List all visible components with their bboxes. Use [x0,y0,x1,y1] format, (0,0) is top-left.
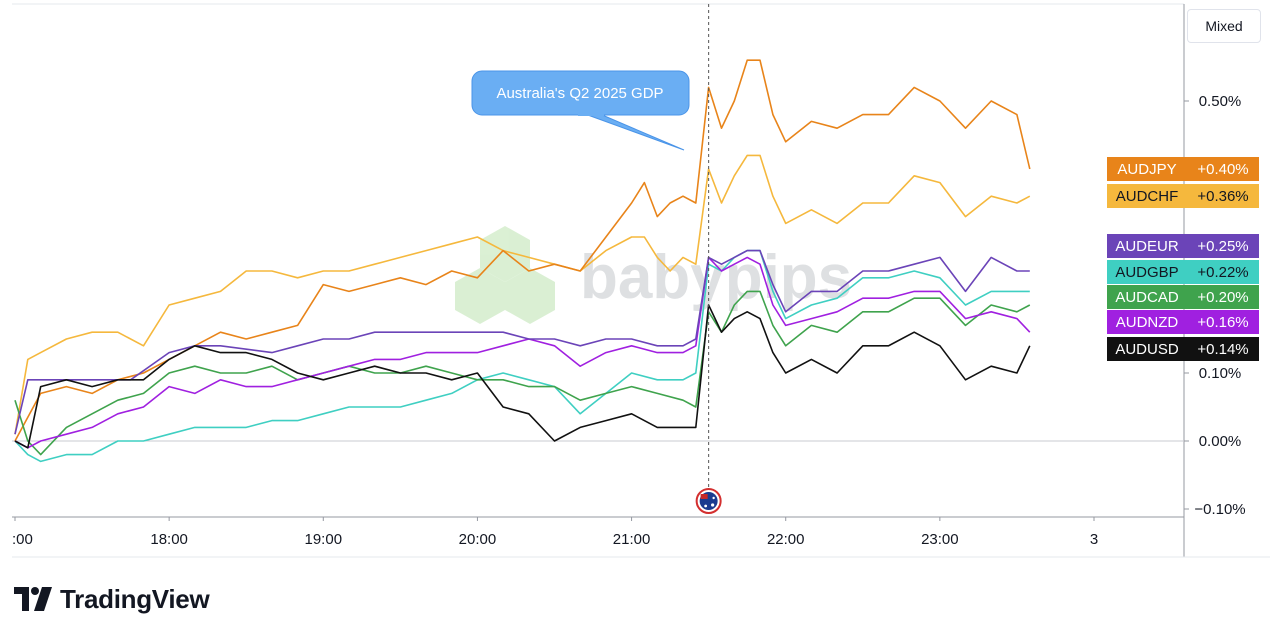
price-label-symbol: AUDNZD [1116,314,1179,331]
price-label-value: +0.25% [1197,238,1248,255]
event-callout-label: Australia's Q2 2025 GDP [496,85,663,102]
price-label-value: +0.22% [1197,264,1248,281]
event-callout[interactable]: Australia's Q2 2025 GDP [471,70,690,151]
price-label-symbol: AUDCAD [1115,289,1179,306]
australia-flag-icon[interactable] [695,488,722,514]
price-label-value: +0.14% [1197,341,1248,358]
x-tick-label: 3 [1090,531,1098,548]
brand-name: TradingView [60,583,210,614]
watermark-cubes-icon [455,226,555,324]
scale-mode-label: Mixed [1205,18,1243,34]
series-line-audusd [14,304,1031,449]
price-label-audcad: AUDCAD +0.20% [1107,285,1259,309]
x-tick-label: :00 [12,531,33,548]
x-tick-label: 19:00 [305,531,343,548]
price-label-audeur: AUDEUR +0.25% [1107,234,1259,258]
series-line-audeur [14,249,1030,435]
series-line-audjpy [14,59,1031,442]
price-label-symbol: AUDJPY [1117,161,1176,178]
x-tick-label: 23:00 [921,531,959,548]
price-label-audgbp: AUDGBP +0.22% [1107,260,1259,284]
series-line-audcad [14,290,1031,456]
series-lines [14,59,1031,463]
y-tick-label: 0.50% [1199,93,1242,110]
axes: :00 18:00 19:00 20:00 21:00 22:00 23:00 3 0.50% 0… [12,3,1270,558]
series-line-audchf [14,154,1031,435]
price-label-value: +0.40% [1197,161,1248,178]
price-label-audjpy: AUDJPY +0.40% [1107,157,1259,181]
price-label-value: +0.16% [1197,314,1248,331]
series-line-audnzd [14,256,1031,449]
watermark: babypips [455,226,852,324]
x-tick-label: 22:00 [767,531,805,548]
x-tick-label: 20:00 [459,531,497,548]
price-label-value: +0.20% [1197,289,1248,306]
price-label-symbol: AUDCHF [1116,188,1179,205]
watermark-text: babypips [580,243,852,312]
event-markers: Australia's Q2 2025 GDP [471,4,722,514]
price-label-audnzd: AUDNZD +0.16% [1107,310,1259,334]
scale-mode-button[interactable]: Mixed [1187,9,1261,43]
y-tick-label: 0.10% [1199,365,1242,382]
price-label-audchf: AUDCHF +0.36% [1107,184,1259,208]
price-label-symbol: AUDUSD [1115,341,1179,358]
price-label-symbol: AUDEUR [1115,238,1179,255]
price-label-symbol: AUDGBP [1115,264,1178,281]
price-label-audusd: AUDUSD +0.14% [1107,337,1259,361]
x-tick-label: 21:00 [613,531,651,548]
series-line-audgbp [14,249,1030,463]
y-tick-label: −0.10% [1194,501,1245,518]
x-tick-label: 18:00 [150,531,188,548]
tradingview-logo-icon [14,587,52,611]
y-tick-label: 0.00% [1199,433,1242,450]
tradingview-brand[interactable]: TradingView [14,582,210,616]
price-axis-labels: AUDJPY +0.40% AUDCHF +0.36% AUDEUR +0.25% AUDG… [1107,157,1259,361]
price-label-value: +0.36% [1197,188,1248,205]
